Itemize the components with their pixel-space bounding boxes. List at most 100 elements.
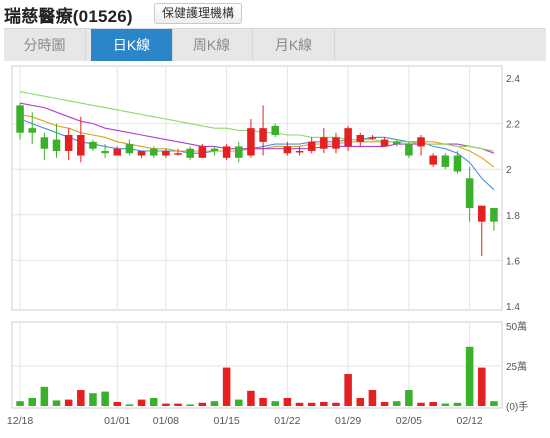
chart-period-tabs: 分時圖 日K線 周K線 月K線 [4, 28, 546, 61]
candle [52, 123, 61, 158]
candle-body [89, 141, 97, 149]
candle [490, 207, 498, 231]
candle-body [405, 144, 413, 156]
volume-bar [101, 391, 109, 406]
volume-bar [162, 403, 170, 406]
volume-bar [113, 402, 122, 406]
candle-body [235, 146, 243, 158]
volume-bar [137, 399, 146, 406]
tab-weekly-k[interactable]: 周K線 [171, 29, 253, 61]
tab-monthly-k[interactable]: 月K線 [253, 29, 335, 61]
candle [40, 132, 49, 161]
volume-bar [247, 390, 255, 406]
candle-body [307, 141, 316, 151]
volume-bar [392, 401, 401, 406]
candle-body [283, 146, 292, 154]
volume-bar [380, 402, 389, 406]
candle-body [356, 135, 365, 142]
candle [235, 141, 243, 163]
price-tick-label: 2 [506, 165, 512, 176]
candle-body [28, 128, 36, 133]
volume-bar [40, 386, 49, 406]
candle [89, 139, 97, 151]
volume-bar [222, 367, 231, 406]
volume-bar [283, 398, 292, 406]
candle [28, 112, 36, 145]
candle [64, 128, 73, 161]
volume-bar [125, 404, 134, 406]
ma5-line [19, 118, 495, 191]
candle-body [247, 128, 255, 156]
candle [162, 148, 170, 158]
candle [344, 125, 352, 151]
candle [295, 146, 304, 156]
stock-chart: 2.4 2.2 2 1.8 1.6 1.4 50萬 25萬 (0)手 12/18 01/01 01… [7, 65, 528, 427]
volume-bar [465, 346, 474, 406]
candle [478, 205, 486, 256]
sector-tag-button[interactable]: 保健護理機構 [154, 3, 243, 24]
tab-intraday[interactable]: 分時圖 [4, 29, 86, 61]
candle-body [392, 141, 401, 145]
volume-bar [16, 401, 24, 406]
candle [453, 150, 462, 174]
candle-body [186, 148, 194, 158]
stock-header: 瑞慈醫療(01526) 保健護理機構 [0, 0, 550, 28]
candle [283, 141, 292, 156]
volume-bar [441, 403, 450, 406]
volume-bar [320, 402, 328, 406]
volume-bar [307, 402, 316, 406]
candle [137, 150, 146, 158]
candle-body [465, 178, 474, 208]
volume-bar [64, 399, 73, 406]
volume-bar [174, 403, 182, 406]
volume-bar [478, 367, 486, 406]
volume-panel-frame [11, 321, 503, 409]
volume-bar [417, 402, 425, 406]
volume-bar [77, 390, 85, 406]
candle [392, 139, 401, 147]
volume-bar [28, 398, 36, 406]
candle-body [490, 207, 498, 222]
volume-bar [429, 402, 437, 406]
candle-body [174, 153, 182, 155]
x-tick-label: 02/05 [396, 415, 422, 427]
candle [417, 135, 425, 156]
volume-bar [235, 399, 243, 406]
candle [320, 128, 328, 154]
candle [356, 132, 365, 147]
price-tick-label: 1.6 [506, 256, 520, 267]
candle-body [320, 137, 328, 149]
stock-title: 瑞慈醫療(01526) [4, 7, 133, 26]
candle-body [453, 155, 462, 172]
volume-bar [332, 402, 340, 406]
price-tick-label: 2.4 [506, 74, 520, 85]
candle [125, 139, 134, 156]
candle-body [210, 148, 219, 151]
volume-bar [149, 398, 158, 406]
price-panel-frame [11, 65, 503, 311]
ma60-line [19, 91, 495, 152]
candle-body [125, 144, 134, 154]
volume-bar [89, 393, 97, 406]
price-tick-label: 2.2 [506, 120, 520, 131]
candle-body [149, 148, 158, 156]
candle-body [16, 105, 24, 133]
candle-body [478, 205, 486, 222]
candle [307, 137, 316, 154]
tab-daily-k[interactable]: 日K線 [91, 29, 173, 61]
candle [113, 146, 122, 156]
candle-body [441, 155, 450, 167]
volume-bar [453, 402, 462, 406]
candle-body [271, 125, 279, 135]
candle [247, 119, 255, 158]
x-tick-label: 01/15 [213, 415, 239, 427]
x-tick-label: 01/08 [153, 415, 179, 427]
candle [465, 166, 474, 222]
candle [368, 135, 377, 140]
x-tick-label: 02/12 [456, 415, 482, 427]
volume-bar [368, 390, 377, 406]
candle-body [101, 150, 109, 154]
candle-body [137, 150, 146, 156]
volume-tick-label: (0)手 [506, 400, 528, 413]
candle-body [344, 128, 352, 147]
